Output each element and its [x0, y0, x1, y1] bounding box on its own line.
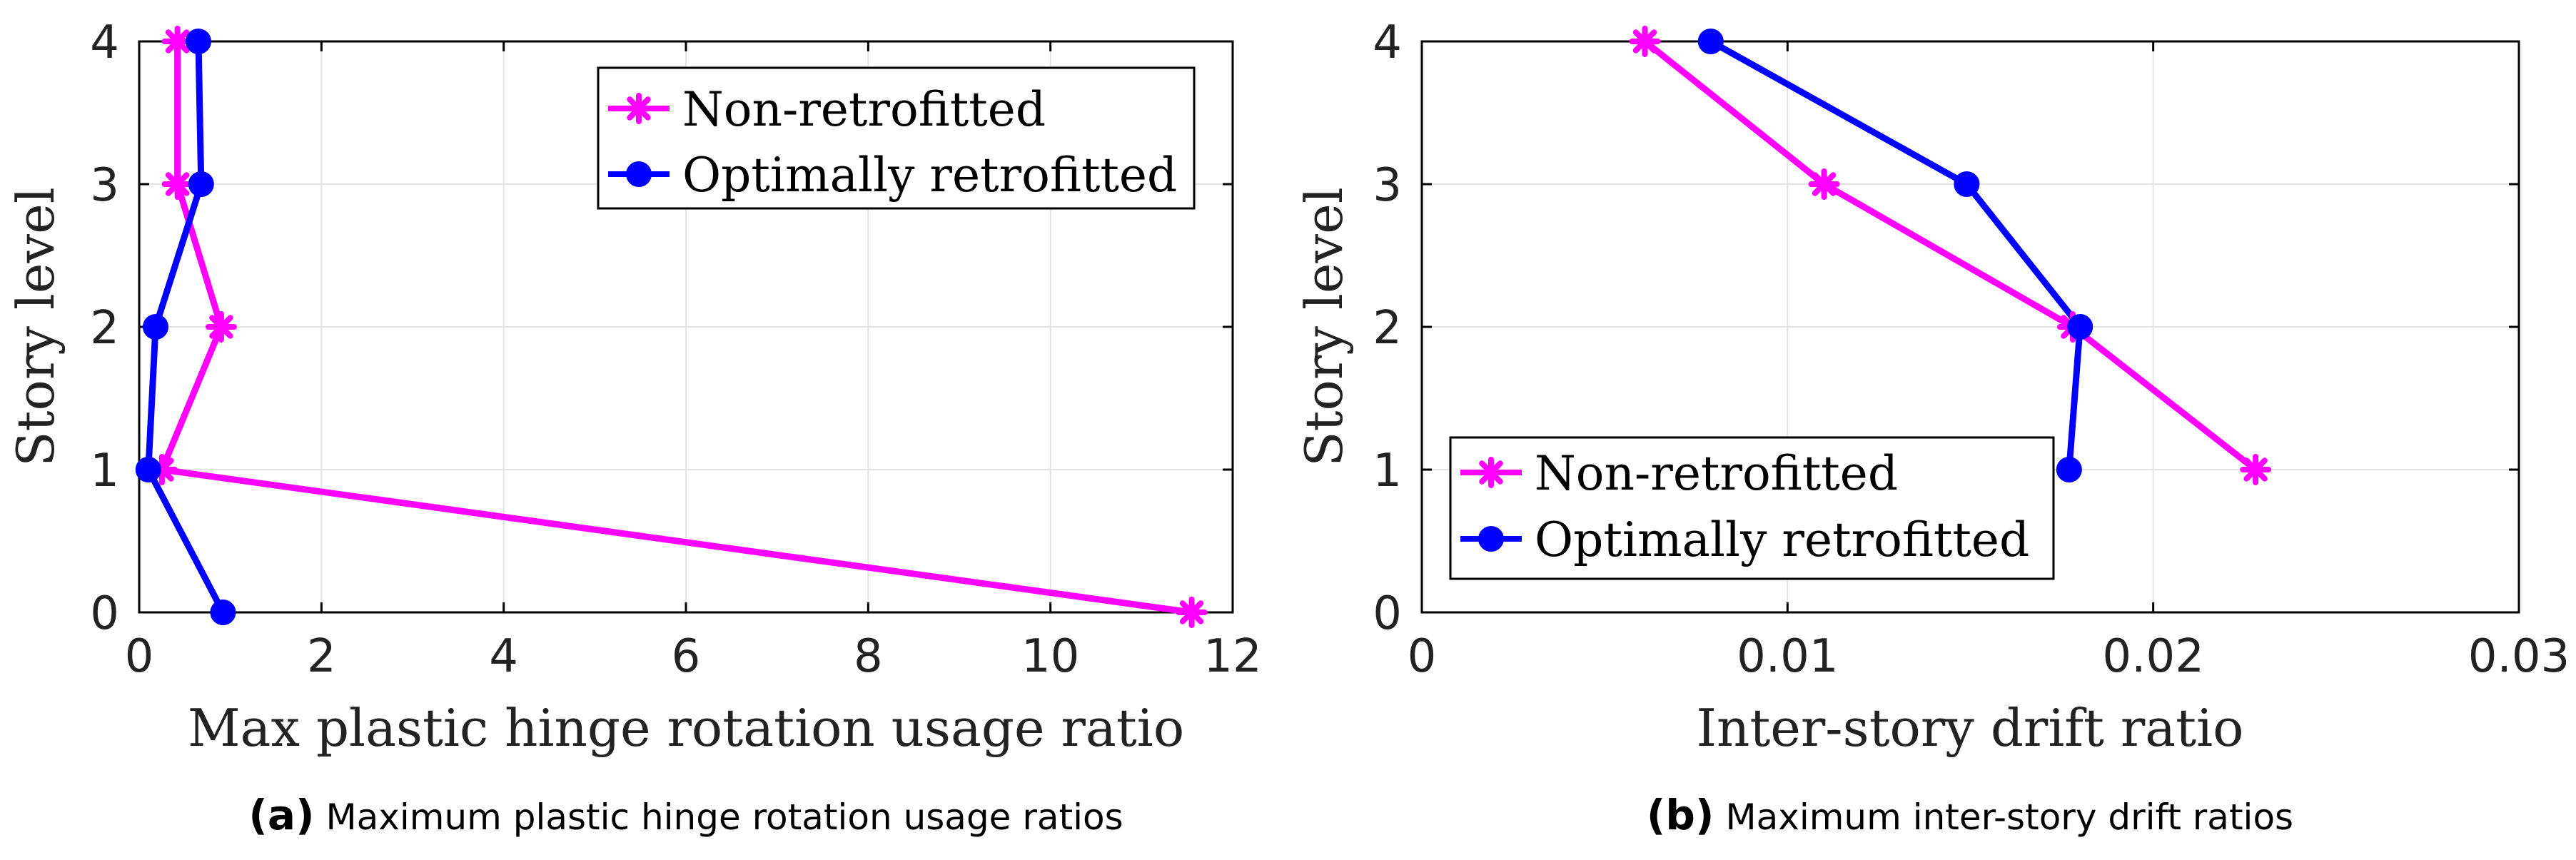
panel-a-legend-entry-non-retrofitted: Non-retrofitted: [608, 82, 1046, 137]
panel-a-legend-entry-optimally-retrofitted: Optimally retrofitted: [608, 148, 1177, 203]
panel-b-legend-entry-non-retrofitted: Non-retrofitted: [1460, 446, 1898, 501]
legend-marker-non-retrofitted: [1475, 457, 1507, 488]
panel-b-x-axis-label: Inter-story drift ratio: [1697, 698, 2244, 758]
data-point-optimally-retrofitted: [142, 314, 168, 340]
y-tick-label: 0: [90, 587, 119, 640]
x-tick-label: 0.02: [2102, 630, 2204, 683]
panel-b-caption-prefix: (b): [1647, 791, 1714, 839]
data-point-optimally-retrofitted: [135, 457, 161, 482]
legend-label: Optimally retrofitted: [1535, 512, 2029, 567]
x-tick-label: 0: [125, 630, 154, 683]
y-tick-label: 3: [90, 159, 119, 212]
y-tick-label: 4: [90, 16, 119, 69]
data-point-non-retrofitted: [1808, 168, 1840, 200]
data-point-non-retrofitted: [1629, 26, 1661, 57]
series-line-non-retrofitted: [1642, 39, 2258, 472]
x-tick-label: 8: [854, 630, 883, 683]
panel-a-caption-prefix: (a): [248, 791, 314, 839]
panel-b-legend-entry-optimally-retrofitted: Optimally retrofitted: [1460, 512, 2029, 567]
panel-a-y-axis-label: Story level: [6, 187, 66, 467]
legend-marker-sample: [623, 93, 655, 124]
legend-label: Non-retrofitted: [1535, 446, 1898, 501]
x-tick-label: 4: [489, 630, 518, 683]
panel-a-legend: Non-retrofitted Optimally retrofitted: [597, 66, 1196, 210]
panel-b-caption: (b) Maximum inter-story drift ratios: [1647, 791, 2293, 839]
y-tick-label: 2: [90, 302, 119, 355]
legend-marker-optimally-retrofitted: [1478, 526, 1504, 552]
panel-a-series: [135, 26, 1208, 628]
data-point-non-retrofitted: [205, 311, 237, 343]
data-point-non-retrofitted: [161, 168, 193, 200]
data-point-non-retrofitted: [1176, 597, 1208, 628]
panel-b-y-axis-label: Story level: [1294, 187, 1354, 467]
legend-marker-non-retrofitted: [623, 93, 655, 124]
data-point-optimally-retrofitted: [188, 171, 214, 197]
panel-a-caption: (a) Maximum plastic hinge rotation usage …: [248, 791, 1123, 839]
data-point-optimally-retrofitted: [1954, 171, 1980, 197]
legend-label: Optimally retrofitted: [682, 148, 1177, 203]
panel-b-chart: 0 0.01 0.02 0.03 0 1 2 3 4 Inter-story drift rat…: [1294, 16, 2570, 839]
x-tick-label: 0: [1408, 630, 1437, 683]
x-tick-label: 0.01: [1737, 630, 1839, 683]
y-tick-label: 2: [1373, 302, 1402, 355]
x-tick-label: 6: [672, 630, 701, 683]
panel-b-legend: Non-retrofitted Optimally retrofitted: [1449, 436, 2055, 580]
y-tick-label: 1: [1373, 445, 1402, 497]
legend-marker-sample: [1475, 457, 1507, 488]
panel-b-caption-text: Maximum inter-story drift ratios: [1725, 796, 2293, 838]
series-line-optimally-retrofitted: [1709, 39, 2083, 470]
y-tick-label: 3: [1373, 159, 1402, 212]
x-tick-label: 2: [307, 630, 336, 683]
panel-a-legend-box: [597, 66, 1196, 210]
y-tick-label: 0: [1373, 587, 1402, 640]
data-point-non-retrofitted: [2240, 454, 2272, 485]
legend-label: Non-retrofitted: [682, 82, 1046, 137]
data-point-optimally-retrofitted: [210, 600, 236, 625]
panel-b-legend-box: [1449, 436, 2055, 580]
x-tick-label: 12: [1203, 630, 1261, 683]
x-tick-label: 0.03: [2468, 630, 2570, 683]
data-point-non-retrofitted: [161, 26, 193, 57]
legend-marker-sample: [1478, 526, 1504, 552]
panel-a-caption-text: Maximum plastic hinge rotation usage rat…: [325, 796, 1123, 838]
legend-marker-sample: [626, 161, 652, 187]
panel-a-x-axis-label: Max plastic hinge rotation usage ratio: [188, 698, 1184, 758]
legend-marker-optimally-retrofitted: [626, 161, 652, 187]
panel-b-series: [1629, 26, 2272, 485]
data-point-optimally-retrofitted: [2056, 457, 2082, 482]
data-point-optimally-retrofitted: [185, 29, 211, 54]
y-tick-label: 4: [1373, 16, 1402, 69]
x-tick-label: 10: [1021, 630, 1079, 683]
data-point-optimally-retrofitted: [1697, 29, 1724, 54]
panel-b-ticks: 0 0.01 0.02 0.03 0 1 2 3 4: [1373, 16, 2570, 683]
data-point-optimally-retrofitted: [2067, 314, 2093, 340]
y-tick-label: 1: [90, 445, 119, 497]
